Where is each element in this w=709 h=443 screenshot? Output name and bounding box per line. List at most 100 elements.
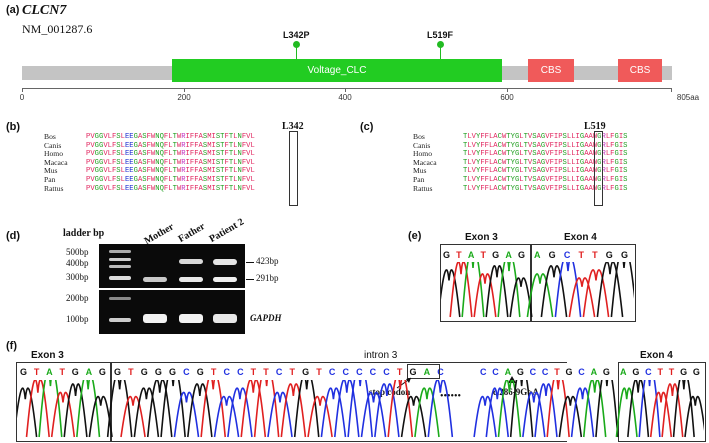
- e-base: G: [605, 250, 613, 260]
- chromatogram-peak: [473, 273, 497, 318]
- axis-tick: [671, 88, 672, 92]
- f-base: C: [237, 367, 244, 377]
- f-base: C: [328, 367, 336, 377]
- chromatogram-peak: [672, 380, 695, 438]
- exon3-box-e: [440, 244, 532, 322]
- chromatogram-peak: [25, 380, 50, 438]
- f-base: C: [369, 367, 377, 377]
- f-base: C: [437, 367, 444, 377]
- alignment-b: PVGGVLFSLEEGASFWNQFLTWRIFFASMISTFTLNFVL P…: [86, 133, 255, 193]
- chromatogram-peak: [596, 262, 624, 318]
- f-base: G: [302, 367, 310, 377]
- f-base: C: [492, 367, 499, 377]
- position-axis: [22, 88, 672, 89]
- chromatogram-peak: [50, 391, 76, 438]
- panel-e-label: (e): [408, 230, 422, 242]
- gel-top: [99, 244, 245, 288]
- ladder-band: [109, 297, 131, 300]
- chromatogram-e: [441, 262, 634, 318]
- chromatogram-peak: [497, 262, 521, 318]
- panel-f-label: (f): [6, 340, 17, 352]
- axis-label-400: 400: [338, 93, 352, 102]
- f-base: T: [128, 367, 134, 377]
- chromatogram-peak: [570, 387, 595, 438]
- father-423-band: [179, 259, 203, 264]
- panel-c-label: (c): [360, 121, 374, 133]
- f-base: G: [565, 367, 573, 377]
- f-base: C: [541, 367, 549, 377]
- intron3-title-f: intron 3: [364, 350, 398, 361]
- exon3-title-f: Exon 3: [31, 350, 64, 361]
- c-species: Macaca: [413, 157, 437, 167]
- chromatogram-f: [17, 380, 704, 438]
- axis-label-end: 805aa: [676, 93, 700, 102]
- e-base: T: [592, 250, 598, 260]
- chromatogram-peak: [106, 380, 133, 438]
- c-sequence-row: TLVYFFLACWTYGLTVSAGVFIPSLLIGAAWGRLFGIS: [463, 167, 628, 176]
- c-species: Rattus: [413, 183, 433, 193]
- f-base: T: [33, 367, 40, 377]
- chromatogram-peak: [187, 383, 213, 438]
- chromatogram-peak: [582, 269, 610, 318]
- cbs-domain-2: CBS: [618, 59, 662, 82]
- chromatogram-peak: [414, 387, 440, 438]
- b-sequence-row: PVGGVLFSLEEGASFWNQFLTWRIFFASMISTFTLNFVL: [86, 158, 255, 167]
- e-base: G: [620, 250, 628, 260]
- chromatogram-peak: [485, 265, 509, 318]
- stop-codon-box: [407, 364, 440, 379]
- c-species: Homo: [413, 149, 432, 159]
- panel-b-label: (b): [6, 121, 21, 133]
- accession-number: NM_001287.6: [22, 22, 93, 36]
- chromatogram-peak: [684, 395, 704, 438]
- chromatogram-peak: [387, 380, 414, 438]
- c-sequence-row: TLVYFFLACWTYGLTVSAGVFIPSLLIGAAWGRLFGIS: [463, 175, 628, 184]
- chromatogram-peak: [554, 262, 582, 318]
- chromatogram-peak: [427, 380, 454, 438]
- l519-highlight-box: [594, 131, 603, 206]
- l342-highlight-box: [289, 131, 298, 206]
- chromatogram-peak: [267, 391, 293, 438]
- chromatogram-peak: [38, 380, 63, 438]
- chromatogram-peak: [485, 387, 510, 438]
- father-gapdh-band: [179, 314, 203, 323]
- b-sequence-row: PVGGVLFSLEEGASFWNQFLTWRIFFASMISTFTLNFVL: [86, 175, 255, 184]
- f-base: A: [46, 367, 53, 377]
- b-species: Pan: [44, 174, 56, 184]
- f-base: G: [516, 367, 524, 377]
- ladder-band: [109, 250, 131, 253]
- species-list-b: Bos Canis Homo Macaca Mus Pan Rattus: [44, 132, 68, 193]
- stop-codon-label: stop codon: [369, 387, 411, 397]
- lane-father-label: Father: [176, 221, 208, 245]
- species-list-c: Bos Canis Homo Macaca Mus Pan Rattus: [413, 132, 437, 193]
- f-base: C: [183, 367, 190, 377]
- e-base: A: [534, 250, 541, 260]
- ladder-100bp: 100bp: [66, 314, 89, 324]
- voltage-clc-domain: Voltage_CLC: [172, 59, 502, 82]
- band-423bp-label: 423bp: [256, 256, 279, 266]
- chromatogram-peak: [146, 380, 173, 438]
- c-species: Pan: [413, 174, 425, 184]
- e-base: G: [443, 250, 451, 260]
- panel-d-label: (d): [6, 230, 21, 242]
- f-base: C: [578, 367, 585, 377]
- axis-label-600: 600: [500, 93, 514, 102]
- b-species: Macaca: [44, 157, 68, 167]
- ladder-bp-title: ladder bp: [63, 228, 105, 239]
- f-base: T: [210, 367, 217, 377]
- chromatogram-peak: [307, 395, 333, 438]
- chromatogram-peak: [540, 265, 568, 318]
- f-base: T: [59, 367, 65, 377]
- alignment-c: TLVYFFLACWTYGLTVSAGVFIPSLLIGAAWGRLFGIS TL…: [463, 133, 627, 193]
- chromatogram-peak: [293, 380, 320, 438]
- chromatogram-peak: [88, 395, 113, 438]
- chromatogram-peak: [522, 391, 546, 438]
- chromatogram-peak: [649, 391, 673, 438]
- chromatogram-peak: [449, 262, 473, 318]
- f-base: G: [71, 367, 79, 377]
- f-base: G: [114, 367, 122, 377]
- chromatogram-peak: [461, 262, 485, 318]
- gel-bottom: [99, 290, 245, 334]
- c-sequence-row: TLVYFFLACWTYGLTVSAGVFIPSLLIGAAWGRLFGIS: [463, 141, 628, 150]
